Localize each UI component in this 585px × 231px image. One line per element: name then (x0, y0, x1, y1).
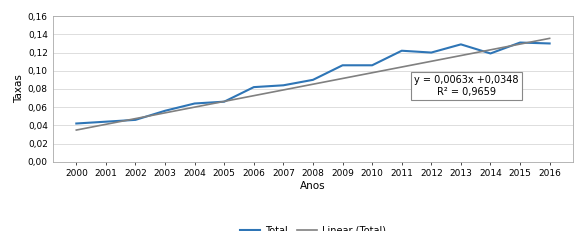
Linear (Total) (191, 106, 198, 109)
Linear (Total) (221, 100, 228, 103)
Total (309, 79, 316, 81)
Linear (Total) (428, 60, 435, 63)
Total (517, 41, 524, 44)
Total (428, 51, 435, 54)
Linear (Total) (309, 83, 316, 86)
Total (250, 86, 257, 88)
Linear (Total) (102, 123, 109, 126)
Linear (Total) (369, 71, 376, 74)
Linear (Total) (280, 88, 287, 91)
Text: y = 0,0063x +0,0348
R² = 0,9659: y = 0,0063x +0,0348 R² = 0,9659 (414, 75, 519, 97)
Linear (Total) (457, 54, 464, 57)
Total (102, 120, 109, 123)
Total (487, 52, 494, 55)
Linear (Total) (132, 117, 139, 120)
Total (398, 49, 405, 52)
Linear (Total) (517, 43, 524, 46)
X-axis label: Anos: Anos (300, 181, 326, 191)
Linear (Total) (339, 77, 346, 80)
Total (161, 109, 168, 112)
Linear (Total) (250, 94, 257, 97)
Total (280, 84, 287, 87)
Linear (Total) (73, 129, 80, 131)
Linear (Total) (161, 112, 168, 114)
Total (369, 64, 376, 67)
Linear (Total) (398, 66, 405, 68)
Linear (Total) (487, 49, 494, 51)
Linear (Total) (546, 37, 553, 40)
Total (191, 102, 198, 105)
Total (132, 119, 139, 121)
Total (73, 122, 80, 125)
Line: Total: Total (76, 43, 550, 124)
Total (546, 42, 553, 45)
Y-axis label: Taxas: Taxas (13, 74, 23, 103)
Total (339, 64, 346, 67)
Total (457, 43, 464, 46)
Total (221, 100, 228, 103)
Legend: Total, Linear (Total): Total, Linear (Total) (236, 222, 390, 231)
Line: Linear (Total): Linear (Total) (76, 38, 550, 130)
